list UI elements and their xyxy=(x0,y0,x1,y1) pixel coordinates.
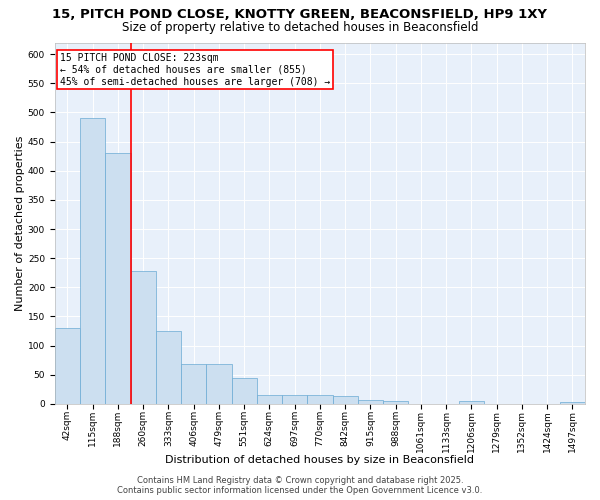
Bar xyxy=(131,271,156,404)
Bar xyxy=(560,402,585,404)
Bar xyxy=(206,364,232,404)
Text: 15, PITCH POND CLOSE, KNOTTY GREEN, BEACONSFIELD, HP9 1XY: 15, PITCH POND CLOSE, KNOTTY GREEN, BEAC… xyxy=(53,8,548,20)
Bar xyxy=(383,401,408,404)
Bar xyxy=(307,395,332,404)
Bar xyxy=(358,400,383,404)
Text: 15 PITCH POND CLOSE: 223sqm
← 54% of detached houses are smaller (855)
45% of se: 15 PITCH POND CLOSE: 223sqm ← 54% of det… xyxy=(60,54,331,86)
Y-axis label: Number of detached properties: Number of detached properties xyxy=(15,136,25,311)
Bar xyxy=(232,378,257,404)
Bar xyxy=(80,118,105,404)
Text: Contains HM Land Registry data © Crown copyright and database right 2025.
Contai: Contains HM Land Registry data © Crown c… xyxy=(118,476,482,495)
X-axis label: Distribution of detached houses by size in Beaconsfield: Distribution of detached houses by size … xyxy=(166,455,475,465)
Bar xyxy=(282,395,307,404)
Bar xyxy=(459,401,484,404)
Bar xyxy=(55,328,80,404)
Bar xyxy=(156,331,181,404)
Bar xyxy=(105,153,131,404)
Text: Size of property relative to detached houses in Beaconsfield: Size of property relative to detached ho… xyxy=(122,21,478,34)
Bar xyxy=(332,396,358,404)
Bar xyxy=(257,395,282,404)
Bar xyxy=(181,364,206,404)
